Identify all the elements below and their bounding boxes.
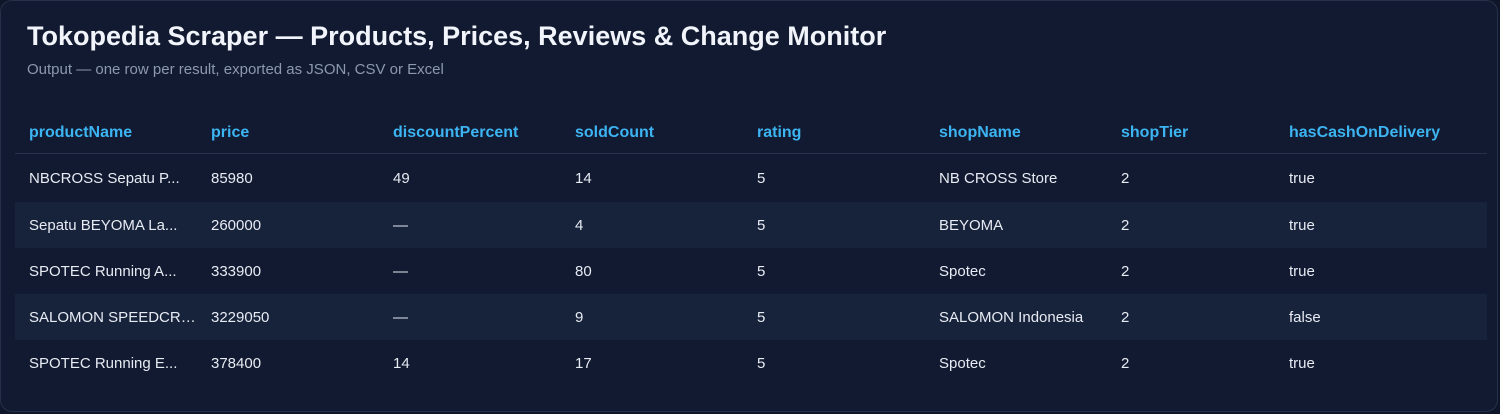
cell-discountPercent: — — [393, 216, 408, 234]
cell-shopTier: 2 — [1121, 354, 1130, 372]
cell-shopName: BEYOMA — [939, 216, 1004, 234]
cell-soldCount: 14 — [575, 169, 592, 187]
results-table: productName price discountPercent soldCo… — [15, 113, 1487, 386]
cell-productName: SPOTEC Running A... — [29, 262, 177, 280]
cell-soldCount: 80 — [575, 262, 592, 280]
cell-shopName: Spotec — [939, 354, 986, 372]
cell-discountPercent: — — [393, 262, 408, 280]
cell-soldCount: 4 — [575, 216, 584, 234]
cell-shopName: Spotec — [939, 262, 986, 280]
cell-discountPercent: — — [393, 308, 408, 326]
cell-productName: Sepatu BEYOMA La... — [29, 216, 178, 234]
cell-shopName: SALOMON Indonesia — [939, 308, 1084, 326]
cell-shopTier: 2 — [1121, 262, 1130, 280]
cell-shopTier: 2 — [1121, 216, 1130, 234]
cell-price: 333900 — [211, 262, 262, 280]
cell-rating: 5 — [757, 354, 766, 372]
cell-hasCashOnDelivery: true — [1289, 169, 1315, 187]
column-header-shopName[interactable]: shopName — [925, 113, 1107, 154]
cell-discountPercent: 14 — [393, 354, 410, 372]
column-header-discountPercent[interactable]: discountPercent — [379, 113, 561, 154]
cell-hasCashOnDelivery: true — [1289, 354, 1315, 372]
cell-productName: SPOTEC Running E... — [29, 354, 178, 372]
cell-rating: 5 — [757, 308, 766, 326]
cell-hasCashOnDelivery: false — [1289, 308, 1321, 326]
cell-hasCashOnDelivery: true — [1289, 216, 1315, 234]
column-header-soldCount[interactable]: soldCount — [561, 113, 743, 154]
cell-shopTier: 2 — [1121, 169, 1130, 187]
cell-shopName: NB CROSS Store — [939, 169, 1058, 187]
page-subtitle: Output — one row per result, exported as… — [27, 61, 444, 78]
table-row[interactable]: Sepatu BEYOMA La... 260000 — 4 5 BEYOMA … — [15, 202, 1487, 248]
cell-soldCount: 17 — [575, 354, 592, 372]
cell-price: 378400 — [211, 354, 262, 372]
cell-productName: SALOMON SPEEDCRO... — [29, 308, 197, 326]
cell-hasCashOnDelivery: true — [1289, 262, 1315, 280]
table-row[interactable]: NBCROSS Sepatu P... 85980 49 14 5 NB CRO… — [15, 153, 1487, 202]
page-title: Tokopedia Scraper — Products, Prices, Re… — [27, 21, 887, 51]
column-header-price[interactable]: price — [197, 113, 379, 154]
column-header-hasCashOnDelivery[interactable]: hasCashOnDelivery — [1275, 113, 1487, 154]
table-row[interactable]: SPOTEC Running A... 333900 — 80 5 Spotec… — [15, 248, 1487, 294]
cell-rating: 5 — [757, 169, 766, 187]
cell-soldCount: 9 — [575, 308, 584, 326]
column-header-shopTier[interactable]: shopTier — [1107, 113, 1275, 154]
cell-productName: NBCROSS Sepatu P... — [29, 169, 180, 187]
cell-shopTier: 2 — [1121, 308, 1130, 326]
cell-price: 3229050 — [211, 308, 270, 326]
column-header-rating[interactable]: rating — [743, 113, 925, 154]
cell-rating: 5 — [757, 262, 766, 280]
cell-discountPercent: 49 — [393, 169, 410, 187]
cell-price: 85980 — [211, 169, 253, 187]
cell-rating: 5 — [757, 216, 766, 234]
column-header-productName[interactable]: productName — [15, 113, 197, 154]
cell-price: 260000 — [211, 216, 262, 234]
table-row[interactable]: SALOMON SPEEDCRO... 3229050 — 9 5 SALOMO… — [15, 294, 1487, 340]
table-header-row: productName price discountPercent soldCo… — [15, 113, 1487, 154]
table-row[interactable]: SPOTEC Running E... 378400 14 17 5 Spote… — [15, 340, 1487, 386]
